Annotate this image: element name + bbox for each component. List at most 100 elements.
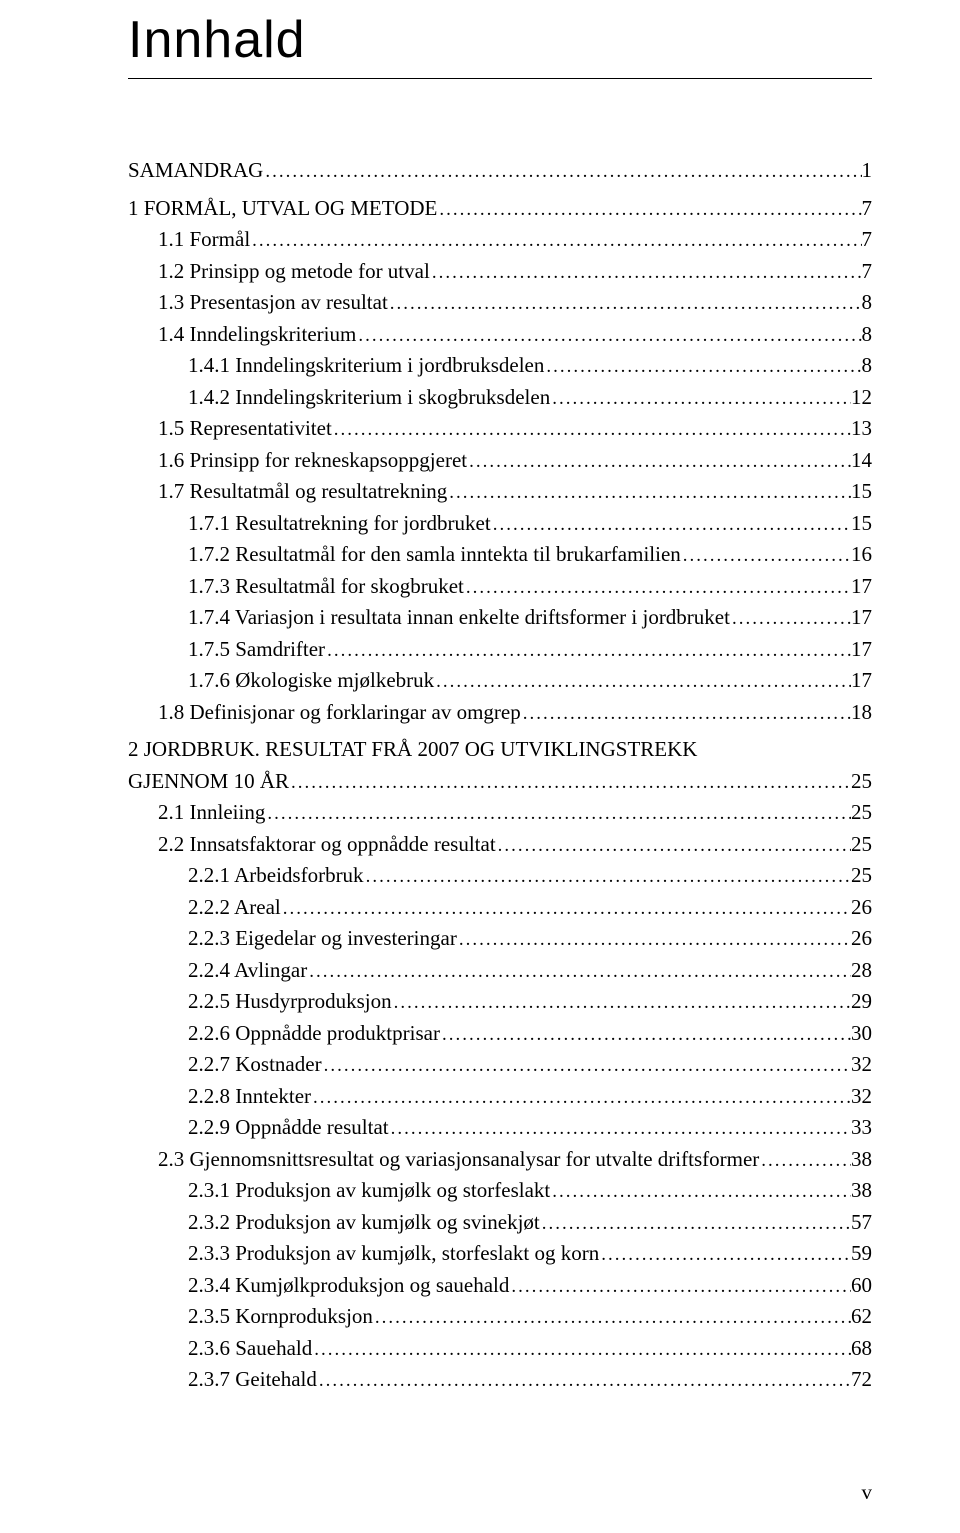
toc-leader-dots — [265, 800, 851, 829]
toc-label: 2.3.1 Produksjon av kumjølk og storfesla… — [188, 1175, 550, 1207]
toc-label: 2.2.9 Oppnådde resultat — [188, 1112, 389, 1144]
toc-entry: 2.2.3 Eigedelar og investeringar 26 — [128, 923, 872, 955]
toc-leader-dots — [550, 1178, 851, 1207]
toc-entry: 2.1 Innleiing25 — [128, 797, 872, 829]
toc-label: SAMANDRAG — [128, 155, 263, 187]
toc-page-number: 18 — [851, 697, 872, 729]
toc-label: 2.2.3 Eigedelar og investeringar — [188, 923, 457, 955]
toc-entry: 1.6 Prinsipp for rekneskapsoppgjeret14 — [128, 445, 872, 477]
toc-entry: 2.3.2 Produksjon av kumjølk og svinekjøt… — [128, 1207, 872, 1239]
toc-leader-dots — [325, 637, 851, 666]
toc-entry: 1.7.6 Økologiske mjølkebruk 17 — [128, 665, 872, 697]
toc-entry-line1: 2 JORDBRUK. RESULTAT FRÅ 2007 OG UTVIKLI… — [128, 734, 872, 766]
toc-label: 1.6 Prinsipp for rekneskapsoppgjeret — [158, 445, 467, 477]
toc-page-number: 12 — [851, 382, 872, 414]
toc-page-number: 17 — [851, 602, 872, 634]
toc-entry: 1.4.2 Inndelingskriterium i skogbruksdel… — [128, 382, 872, 414]
toc-leader-dots — [464, 574, 851, 603]
table-of-contents: SAMANDRAG 1 1 FORMÅL, UTVAL OG METODE71.1 … — [128, 155, 872, 1396]
toc-label: 1.7.6 Økologiske mjølkebruk — [188, 665, 434, 697]
toc-label: 1.7.3 Resultatmål for skogbruket — [188, 571, 464, 603]
toc-leader-dots — [599, 1241, 851, 1270]
toc-page-number: 29 — [851, 986, 872, 1018]
toc-page-number: 15 — [851, 508, 872, 540]
toc-entry: 1.7.5 Samdrifter 17 — [128, 634, 872, 666]
toc-label: 2.3.4 Kumjølkproduksjon og sauehald — [188, 1270, 509, 1302]
toc-page-number: 1 — [862, 155, 873, 187]
toc-entry: 2.3 Gjennomsnittsresultat og variasjonsa… — [128, 1144, 872, 1176]
toc-label: 2.2.5 Husdyrproduksjon — [188, 986, 392, 1018]
toc-entry: 2.2.7 Kostnader32 — [128, 1049, 872, 1081]
toc-entry: 1.3 Presentasjon av resultat8 — [128, 287, 872, 319]
toc-leader-dots — [544, 353, 861, 382]
toc-page-number: 60 — [851, 1270, 872, 1302]
toc-leader-dots — [263, 158, 861, 187]
toc-page-number: 8 — [862, 287, 873, 319]
toc-entry: 2.2.6 Oppnådde produktprisar 30 — [128, 1018, 872, 1050]
toc-entry: 2.2.4 Avlingar28 — [128, 955, 872, 987]
toc-page-number: 38 — [851, 1144, 872, 1176]
toc-page-number: 30 — [851, 1018, 872, 1050]
toc-entry: 2.2.9 Oppnådde resultat33 — [128, 1112, 872, 1144]
toc-leader-dots — [289, 769, 851, 798]
toc-leader-dots — [281, 895, 851, 924]
toc-entry: 1.4 Inndelingskriterium8 — [128, 319, 872, 351]
toc-page-number: 17 — [851, 571, 872, 603]
toc-entry: 1.7.3 Resultatmål for skogbruket 17 — [128, 571, 872, 603]
toc-page-number: 26 — [851, 892, 872, 924]
toc-page-number: 26 — [851, 923, 872, 955]
toc-label: 2.2.1 Arbeidsforbruk — [188, 860, 364, 892]
toc-leader-dots — [440, 1021, 851, 1050]
toc-label: 2.2 Innsatsfaktorar og oppnådde resultat — [158, 829, 496, 861]
toc-label: 1.1 Formål — [158, 224, 250, 256]
toc-label: 2 JORDBRUK. RESULTAT FRÅ 2007 OG UTVIKLI… — [128, 737, 697, 761]
toc-page-number: 17 — [851, 634, 872, 666]
toc-entry: 2.2.5 Husdyrproduksjon 29 — [128, 986, 872, 1018]
toc-label: 2.3.6 Sauehald — [188, 1333, 312, 1365]
toc-label: 2.2.2 Areal — [188, 892, 281, 924]
toc-entry: 2.3.5 Kornproduksjon62 — [128, 1301, 872, 1333]
toc-leader-dots — [491, 511, 851, 540]
toc-label: 1.7 Resultatmål og resultatrekning — [158, 476, 447, 508]
toc-leader-dots — [307, 958, 851, 987]
toc-label: 1.5 Representativitet — [158, 413, 332, 445]
toc-leader-dots — [373, 1304, 851, 1333]
toc-leader-dots — [430, 259, 862, 288]
toc-leader-dots — [364, 863, 851, 892]
toc-leader-dots — [521, 700, 851, 729]
toc-page-number: 13 — [851, 413, 872, 445]
toc-leader-dots — [250, 227, 861, 256]
toc-leader-dots — [681, 542, 851, 571]
toc-label: 2.2.4 Avlingar — [188, 955, 307, 987]
toc-label: 2.3.3 Produksjon av kumjølk, storfeslakt… — [188, 1238, 599, 1270]
toc-entry: 1.7.4 Variasjon i resultata innan enkelt… — [128, 602, 872, 634]
toc-page-number: 25 — [851, 766, 872, 798]
toc-leader-dots — [388, 290, 862, 319]
toc-entry: 1 FORMÅL, UTVAL OG METODE7 — [128, 193, 872, 225]
toc-entry: 2.2.8 Inntekter32 — [128, 1081, 872, 1113]
toc-label: 2.2.8 Inntekter — [188, 1081, 311, 1113]
toc-page-number: 68 — [851, 1333, 872, 1365]
toc-label: 1.7.4 Variasjon i resultata innan enkelt… — [188, 602, 730, 634]
toc-page-number: 25 — [851, 797, 872, 829]
toc-leader-dots — [457, 926, 851, 955]
toc-leader-dots — [311, 1084, 851, 1113]
toc-page-number: 15 — [851, 476, 872, 508]
toc-label: 2.2.6 Oppnådde produktprisar — [188, 1018, 440, 1050]
toc-label: 1.4.2 Inndelingskriterium i skogbruksdel… — [188, 382, 550, 414]
toc-entry: 1.2 Prinsipp og metode for utval7 — [128, 256, 872, 288]
page-title: Innhald — [128, 0, 872, 79]
toc-page-number: 25 — [851, 860, 872, 892]
toc-label: 2.3.5 Kornproduksjon — [188, 1301, 373, 1333]
toc-page-number: 17 — [851, 665, 872, 697]
toc-label: 1.8 Definisjonar og forklaringar av omgr… — [158, 697, 521, 729]
toc-label: 1.7.5 Samdrifter — [188, 634, 325, 666]
toc-page-number: 7 — [862, 193, 873, 225]
toc-page-number: 7 — [862, 224, 873, 256]
toc-page-number: 8 — [862, 350, 873, 382]
toc-entry: 1.8 Definisjonar og forklaringar av omgr… — [128, 697, 872, 729]
toc-entry: 2.3.7 Geitehald72 — [128, 1364, 872, 1396]
toc-label: 1.4.1 Inndelingskriterium i jordbruksdel… — [188, 350, 544, 382]
toc-leader-dots — [759, 1147, 851, 1176]
toc-leader-dots — [317, 1367, 851, 1396]
